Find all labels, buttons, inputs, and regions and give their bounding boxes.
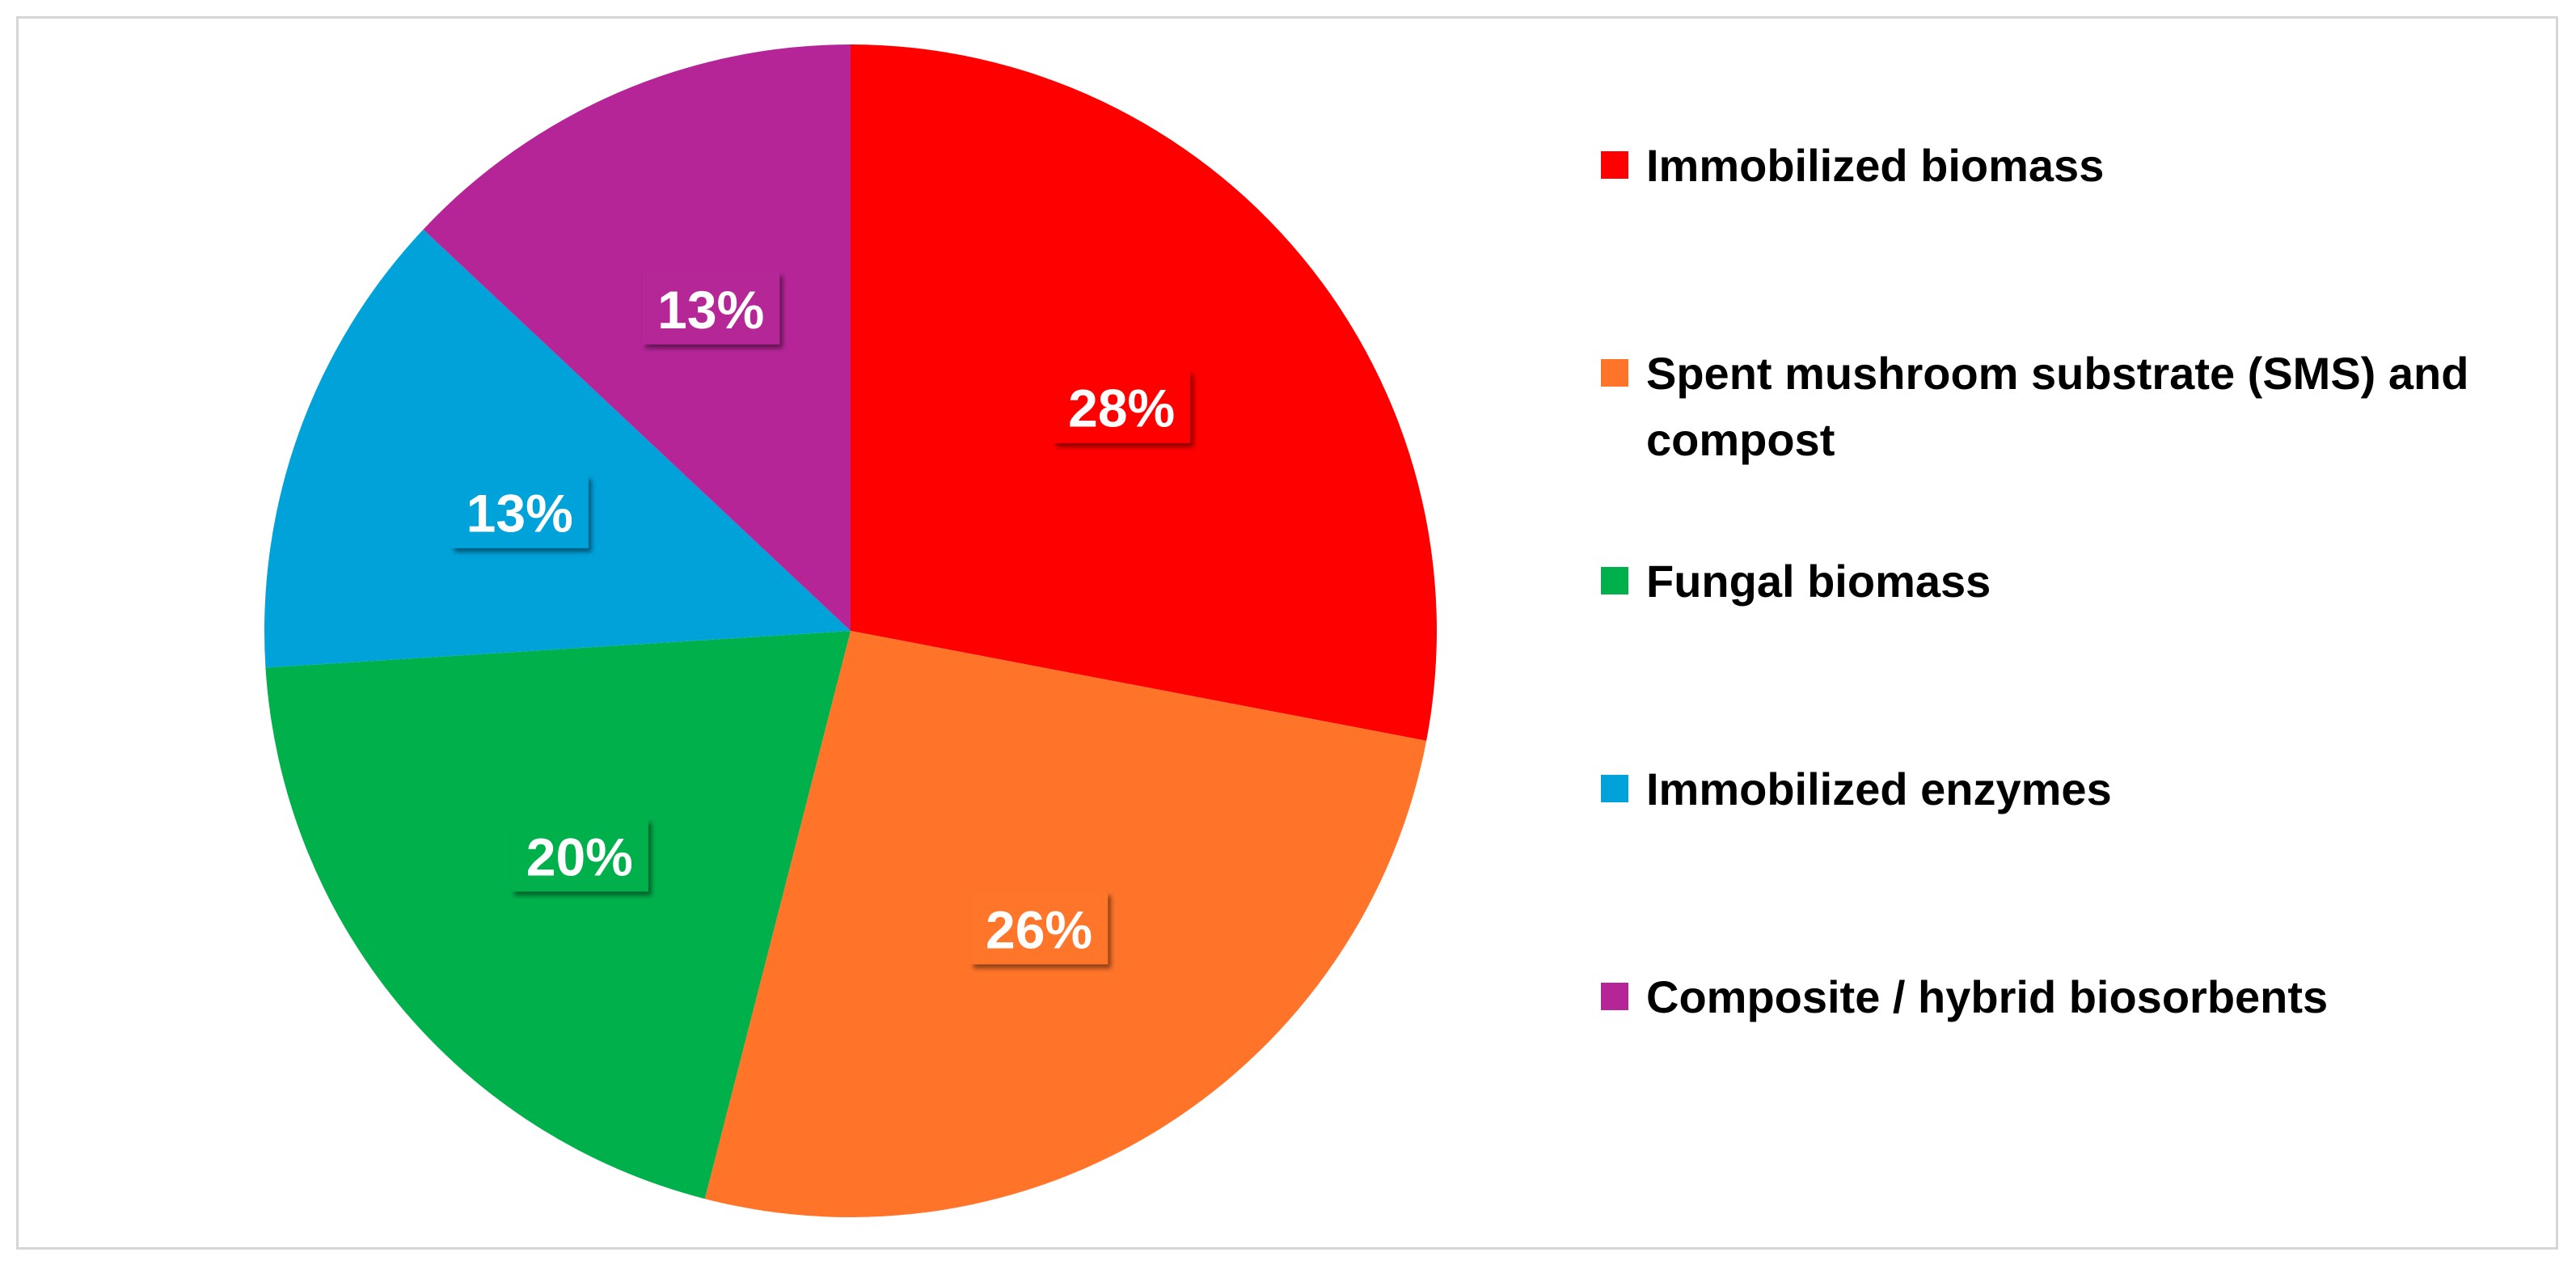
legend-item-fungal-biomass: Fungal biomass: [1601, 556, 1991, 607]
data-label-immobilized-biomass: 28%: [1053, 370, 1191, 443]
data-label-box: [510, 819, 648, 892]
data-label-text: 28%: [1068, 379, 1175, 438]
legend-swatch: [1601, 567, 1628, 594]
legend-label: Immobilized biomass: [1646, 140, 2104, 191]
pie-slice-fungal-biomass: [265, 631, 851, 1199]
legend-label: Immobilized enzymes: [1646, 764, 2112, 814]
legend-swatch: [1601, 775, 1628, 802]
legend-item-immobilized-enzymes: Immobilized enzymes: [1601, 764, 2112, 814]
legend-item-spent-mushroom-substrate-sms-and-compost: Spent mushroom substrate (SMS) and compos…: [1601, 348, 2468, 465]
legend-swatch: [1601, 151, 1628, 179]
pie-slices: [264, 44, 1437, 1217]
legend-label: Spent mushroom substrate (SMS) and compos…: [1646, 348, 2468, 465]
data-label-text: 13%: [467, 484, 573, 544]
legend-label: Composite / hybrid biosorbents: [1646, 971, 2328, 1022]
data-label-composite-hybrid-biosorbents: 13%: [642, 271, 780, 345]
legend-item-immobilized-biomass: Immobilized biomass: [1601, 140, 2104, 191]
data-label-box: [642, 271, 780, 345]
legend-swatch: [1601, 983, 1628, 1010]
data-label-text: 26%: [986, 899, 1092, 959]
legend-swatch: [1601, 359, 1628, 387]
data-label-text: 20%: [526, 827, 633, 886]
pie-slice-composite-hybrid-biosorbents: [423, 44, 851, 631]
data-label-box: [450, 475, 589, 548]
legend: Immobilized biomass Spent mushroom substr…: [1601, 140, 2468, 1022]
data-label-text: 13%: [657, 280, 764, 340]
legend-item-composite-hybrid-biosorbents: Composite / hybrid biosorbents: [1601, 971, 2328, 1022]
data-label-spent-mushroom-substrate-sms-and-compost: 26%: [970, 891, 1109, 965]
data-label-fungal-biomass: 20%: [510, 819, 648, 892]
data-label-box: [1053, 370, 1191, 443]
pie-slice-immobilized-enzymes: [264, 229, 851, 668]
legend-label: Fungal biomass: [1646, 556, 1991, 607]
pie-data-labels: 28% 26% 20% 13% 13%: [450, 271, 1191, 965]
data-label-immobilized-enzymes: 13%: [450, 475, 589, 548]
data-label-box: [970, 891, 1109, 965]
